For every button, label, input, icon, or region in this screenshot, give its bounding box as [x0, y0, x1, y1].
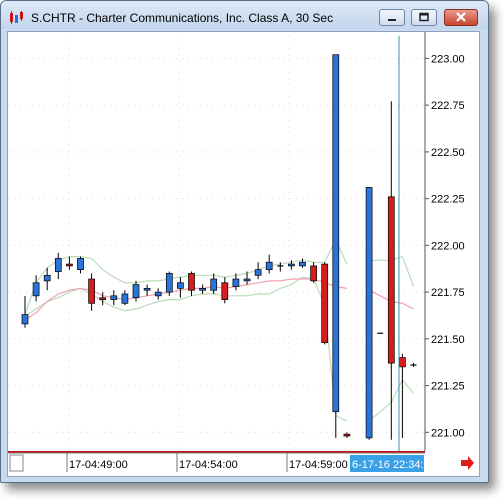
price-axis: 223.00 222.75 222.50 222.25 222.00 221.75 221.…: [425, 53, 465, 439]
candle-body: [265, 261, 273, 271]
price-tick-label: 222.50: [431, 147, 465, 159]
candle-body: [299, 261, 306, 267]
candle-body: [243, 278, 251, 282]
minimize-icon: [388, 19, 396, 21]
candle-body: [288, 263, 295, 267]
maximize-button[interactable]: [411, 9, 437, 26]
current-time-highlight: [350, 455, 424, 472]
candle-body: [254, 269, 262, 276]
candle-body: [321, 263, 329, 343]
scroll-box[interactable]: [9, 454, 24, 472]
minimize-button[interactable]: [379, 9, 405, 26]
candle-body: [99, 297, 107, 300]
time-tick-label: 17-04:49:00: [69, 459, 128, 471]
candle-body: [21, 314, 29, 325]
price-tick-label: 221.50: [431, 334, 465, 346]
candle-body: [177, 282, 184, 289]
candle-body: [132, 284, 140, 299]
window-title: S.CHTR - Charter Communications, Inc. Cl…: [31, 11, 334, 25]
price-tick-label: 222.00: [431, 240, 465, 252]
price-tick-label: 222.25: [431, 194, 465, 206]
current-time-label: 6-17-16 22:34:00: [352, 459, 436, 471]
candles: [21, 54, 417, 440]
candle-body: [343, 433, 351, 437]
candle-body: [188, 273, 195, 291]
close-icon: [456, 12, 466, 22]
price-tick-label: 222.75: [431, 100, 465, 112]
chart-window: S.CHTR - Charter Communications, Inc. Cl…: [0, 0, 489, 483]
candle-body: [154, 291, 162, 297]
chart-app-icon: [10, 11, 23, 24]
moving-average-line: [24, 278, 348, 321]
price-tick-label: 221.25: [431, 381, 465, 393]
price-tick-label: 221.00: [431, 427, 465, 439]
candle-body: [110, 295, 118, 300]
scroll-right-arrow-icon[interactable]: [461, 456, 474, 470]
title-bar[interactable]: S.CHTR - Charter Communications, Inc. Cl…: [1, 1, 488, 29]
time-tick-label: 17-04:54:00: [179, 459, 238, 471]
upper-band-line: [24, 238, 348, 315]
candle-body: [54, 258, 62, 272]
candle-body: [221, 282, 229, 300]
candle-body: [121, 293, 129, 304]
candle-body: [232, 278, 240, 287]
candle-body: [43, 274, 51, 282]
candle-body: [32, 282, 40, 297]
candle-body: [66, 263, 73, 267]
candle-body: [165, 273, 173, 293]
candle-body: [332, 54, 340, 413]
candle-body: [399, 357, 406, 368]
candle-body: [365, 187, 373, 439]
maximize-icon: [419, 12, 429, 22]
candle-body: [77, 258, 84, 271]
price-chart[interactable]: 223.00 222.75 222.50 222.25 222.00 221.75 221.…: [8, 32, 479, 476]
candle-body: [199, 288, 206, 291]
time-axis: 17-04:49:00 17-04:54:00 17-04:59:00: [66, 453, 348, 472]
candle-body: [387, 196, 395, 364]
chart-area[interactable]: 223.00 222.75 222.50 222.25 222.00 221.75 221.…: [7, 31, 480, 477]
candle-body: [143, 288, 151, 291]
candle-body: [310, 265, 317, 282]
price-tick-label: 223.00: [431, 53, 465, 65]
candle-body: [88, 278, 95, 304]
time-axis-bar: [8, 451, 425, 453]
close-button[interactable]: [444, 9, 478, 26]
price-tick-label: 221.75: [431, 287, 465, 299]
time-tick-label: 17-04:59:00: [289, 459, 348, 471]
candle-body: [210, 278, 218, 291]
